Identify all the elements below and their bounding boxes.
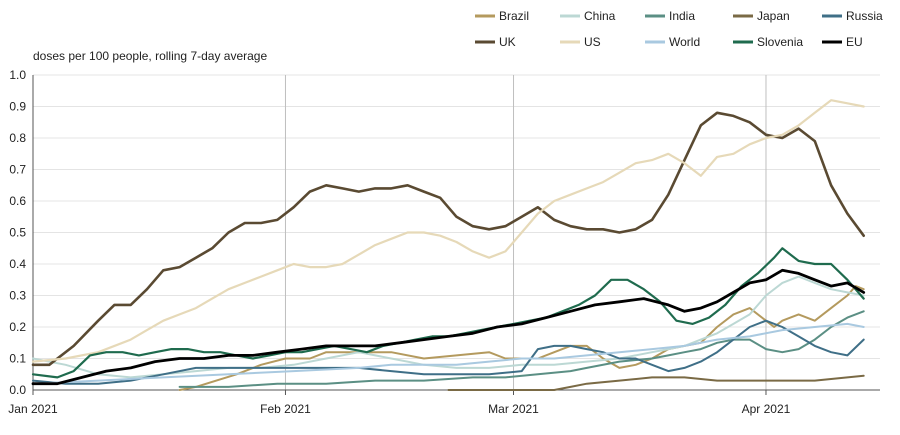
legend-label-india: India <box>669 9 695 23</box>
series-line-india <box>178 310 865 388</box>
legend-label-japan: Japan <box>757 9 790 23</box>
x-tick-label: Feb 2021 <box>260 402 311 416</box>
y-tick-label: 0.6 <box>9 194 26 208</box>
series-line-eu <box>31 268 866 386</box>
legend-label-russia: Russia <box>846 9 883 23</box>
axes: 0.0 0.1 0.2 0.3 0.4 0.5 0.6 0.7 0.8 0.9 1.0 Jan 202… <box>8 68 880 416</box>
series-line-world <box>32 322 865 385</box>
x-tick-label: Mar 2021 <box>488 402 539 416</box>
legend-label-eu: EU <box>846 35 863 49</box>
x-tick-label: Apr 2021 <box>742 402 791 416</box>
legend-label-brazil: Brazil <box>499 9 529 23</box>
legend-label-world: World <box>669 35 700 49</box>
y-tick-label: 1.0 <box>9 68 26 82</box>
legend-label-us: US <box>584 35 601 49</box>
y-tick-label: 0.2 <box>9 320 26 334</box>
series-line-japan <box>447 374 865 391</box>
legend-label-china: China <box>584 9 616 23</box>
y-tick-label: 0.1 <box>9 352 26 366</box>
y-tick-label: 0.5 <box>9 226 26 240</box>
y-axis-label: doses per 100 people, rolling 7-day aver… <box>33 49 267 63</box>
x-tick-label: Jan 2021 <box>8 402 58 416</box>
series-line-china <box>32 275 865 379</box>
y-tick-label: 0.0 <box>9 383 26 397</box>
y-tick-label: 0.7 <box>9 163 26 177</box>
y-tick-label: 0.9 <box>9 100 26 114</box>
legend-label-uk: UK <box>499 35 516 49</box>
legend-label-slovenia: Slovenia <box>757 35 803 49</box>
gridlines <box>33 74 880 390</box>
y-tick-label: 0.8 <box>9 131 26 145</box>
y-tick-label: 0.3 <box>9 289 26 303</box>
series-line-russia <box>32 319 865 385</box>
series-lines <box>31 99 866 391</box>
legend: Brazil China India Japan Russia UK US World Slov… <box>475 9 883 49</box>
y-tick-label: 0.4 <box>9 257 26 271</box>
series-line-uk <box>31 111 865 367</box>
series-line-us <box>31 99 865 363</box>
